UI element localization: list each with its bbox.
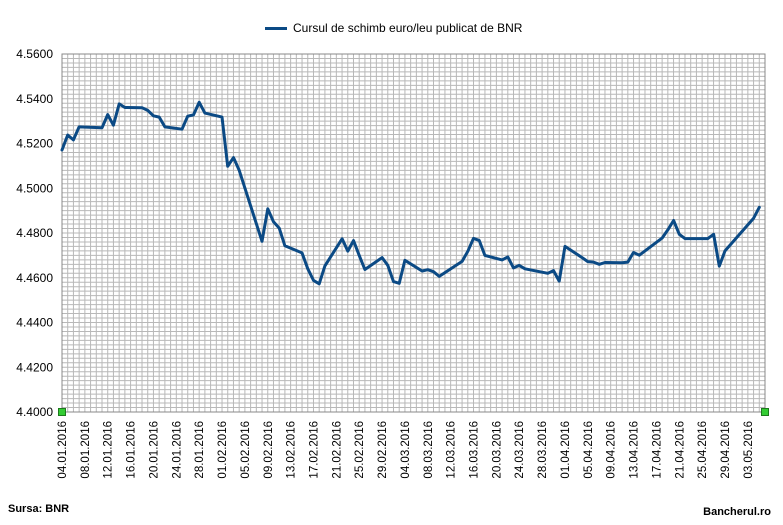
x-tick-label: 17.04.2016	[651, 421, 663, 479]
corner-marker	[761, 408, 769, 416]
x-tick-label: 21.02.2016	[331, 421, 343, 479]
source-note: Sursa: BNR	[8, 503, 70, 515]
plot-frame	[61, 53, 766, 413]
x-tick-label: 25.04.2016	[697, 421, 709, 479]
x-tick-label: 29.02.2016	[377, 421, 389, 479]
x-tick-label: 12.01.2016	[103, 421, 115, 479]
legend-swatch	[265, 26, 287, 30]
y-tick-label: 4.4600	[16, 271, 53, 285]
x-tick-label: 08.01.2016	[80, 421, 92, 479]
x-tick-label: 01.02.2016	[217, 421, 229, 479]
x-tick-label: 13.02.2016	[286, 421, 298, 479]
y-tick-label: 4.4800	[16, 226, 53, 240]
x-tick-label: 24.03.2016	[514, 421, 526, 479]
x-tick-label: 20.01.2016	[148, 421, 160, 479]
x-tick-label: 17.02.2016	[308, 421, 320, 479]
x-tick-label: 28.03.2016	[537, 421, 549, 479]
x-tick-label: 09.04.2016	[606, 421, 618, 479]
x-tick-label: 28.01.2016	[194, 421, 206, 479]
axis-corner-markers	[58, 408, 769, 416]
y-tick-label: 4.5200	[16, 137, 53, 151]
y-tick-label: 4.4200	[16, 360, 53, 374]
y-tick-label: 4.4400	[16, 316, 53, 330]
x-tick-label: 13.04.2016	[629, 421, 641, 479]
x-tick-label: 16.03.2016	[469, 421, 481, 479]
x-tick-label: 16.01.2016	[126, 421, 138, 479]
series-line	[60, 100, 761, 286]
y-tick-label: 4.4000	[16, 405, 53, 419]
x-tick-label: 09.02.2016	[263, 421, 275, 479]
horizontal-gridlines	[62, 57, 765, 409]
x-tick-label: 05.04.2016	[583, 421, 595, 479]
corner-marker	[58, 408, 66, 416]
y-tick-label: 4.5600	[16, 47, 53, 61]
legend: Cursul de schimb euro/leu publicat de BN…	[265, 19, 522, 37]
y-tick-label: 4.5000	[16, 181, 53, 195]
x-tick-label: 03.05.2016	[743, 421, 755, 479]
y-axis-tick-labels: 4.4000 4.4200 4.4400 4.4600 4.4800 4.5000 4.52…	[16, 47, 53, 419]
x-tick-label: 04.01.2016	[57, 421, 69, 479]
x-tick-label: 25.02.2016	[354, 421, 366, 479]
x-axis-tick-labels: 04.01.2016 08.01.2016 12.01.2016 16.01.2016…	[57, 421, 755, 479]
x-tick-label: 05.02.2016	[240, 421, 252, 479]
brand-label: Bancherul.ro	[703, 506, 771, 518]
x-tick-label: 24.01.2016	[171, 421, 183, 479]
x-tick-label: 21.04.2016	[674, 421, 686, 479]
x-tick-label: 04.03.2016	[400, 421, 412, 479]
x-tick-label: 20.03.2016	[491, 421, 503, 479]
x-tick-label: 01.04.2016	[560, 421, 572, 479]
x-tick-label: 08.03.2016	[423, 421, 435, 479]
y-tick-label: 4.5400	[16, 92, 53, 106]
legend-label: Cursul de schimb euro/leu publicat de BN…	[293, 21, 523, 35]
x-tick-label: 12.03.2016	[446, 421, 458, 479]
x-tick-label: 29.04.2016	[720, 421, 732, 479]
